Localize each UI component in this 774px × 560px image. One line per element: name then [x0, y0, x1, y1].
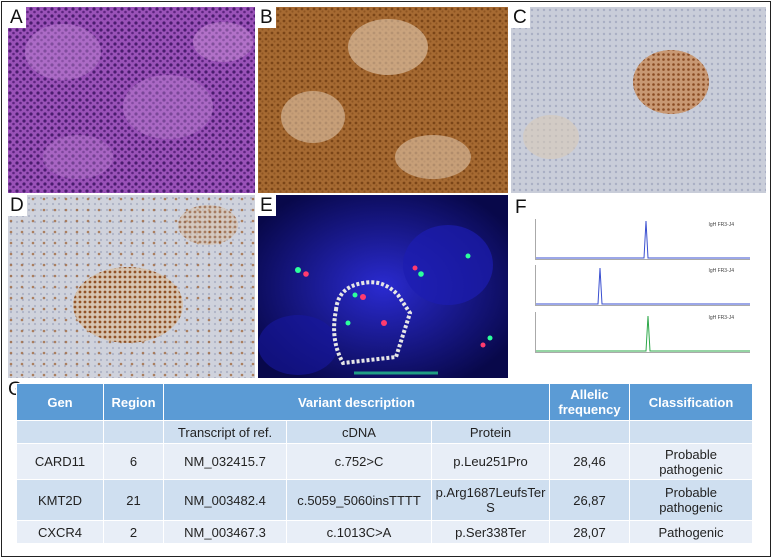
cell-region: 6	[103, 443, 164, 480]
subheader-empty-region	[103, 420, 164, 444]
header-region: Region	[103, 383, 164, 421]
cell-gen: KMT2D	[16, 479, 104, 521]
panel-d-ihc-stain: D	[8, 195, 255, 378]
variant-table-panel: Gen Region Variant description Allelic f…	[16, 383, 753, 544]
table-row: CARD11 6 NM_032415.7 c.752>C p.Leu251Pro…	[16, 443, 753, 480]
header-gen: Gen	[16, 383, 104, 421]
cell-cdna: c.5059_5060insTTTT	[286, 479, 432, 521]
panel-a-label: A	[8, 7, 26, 28]
fish-nuclei-image	[258, 195, 508, 378]
cell-protein: p.Arg1687LeufsTerS	[431, 479, 550, 521]
cell-cdna: c.1013C>A	[286, 520, 432, 544]
cell-transcript: NM_003482.4	[163, 479, 287, 521]
cell-protein: p.Leu251Pro	[431, 443, 550, 480]
table-header-row: Gen Region Variant description Allelic f…	[16, 383, 753, 421]
table-subheader-row: Transcript of ref. cDNA Protein	[16, 420, 753, 444]
trace-3-label: IgH FR3-J4	[708, 315, 734, 321]
panel-e-label: E	[258, 195, 276, 216]
header-classification: Classification	[629, 383, 753, 421]
panel-c-label: C	[511, 7, 530, 28]
subheader-empty-class	[629, 420, 753, 444]
table-row: CXCR4 2 NM_003467.3 c.1013C>A p.Ser338Te…	[16, 520, 753, 544]
panel-e-fish-image: E	[258, 195, 508, 378]
subheader-transcript: Transcript of ref.	[163, 420, 287, 444]
trace-2-label: IgH FR3-J4	[708, 268, 734, 274]
header-allelic-frequency: Allelic frequency	[549, 383, 630, 421]
cell-gen: CARD11	[16, 443, 104, 480]
trace-1: IgH FR3-J4	[535, 219, 750, 260]
trace-1-peak	[536, 220, 750, 259]
ihc-brown-image	[258, 7, 508, 193]
cell-classification: Probable pathogenic	[629, 443, 753, 480]
cell-region: 2	[103, 520, 164, 544]
cell-gen: CXCR4	[16, 520, 104, 544]
cell-allelic: 28,07	[549, 520, 630, 544]
subheader-empty-allelic	[549, 420, 630, 444]
cell-region: 21	[103, 479, 164, 521]
subheader-empty-gen	[16, 420, 104, 444]
cell-allelic: 26,87	[549, 479, 630, 521]
cell-classification: Probable pathogenic	[629, 479, 753, 521]
panel-c-ihc-stain: C	[511, 7, 766, 193]
cell-cdna: c.752>C	[286, 443, 432, 480]
cell-transcript: NM_032415.7	[163, 443, 287, 480]
ihc-sparse-image	[8, 195, 255, 378]
table-row: KMT2D 21 NM_003482.4 c.5059_5060insTTTT …	[16, 479, 753, 521]
panel-b-ihc-stain: B	[258, 7, 508, 193]
panel-f-clonality-traces: F IgH FR3-J4 IgH FR3-J4 IgH FR3-J4	[511, 195, 766, 378]
panel-f-label: F	[515, 197, 527, 218]
trace-3-peak	[536, 315, 750, 352]
subheader-protein: Protein	[431, 420, 550, 444]
panel-a-he-stain: A	[8, 7, 255, 193]
trace-3: IgH FR3-J4	[535, 312, 750, 353]
he-stain-image	[8, 7, 255, 193]
ihc-light-image	[511, 7, 766, 193]
cell-transcript: NM_003467.3	[163, 520, 287, 544]
panel-d-label: D	[8, 195, 27, 216]
cell-protein: p.Ser338Ter	[431, 520, 550, 544]
panel-b-label: B	[258, 7, 276, 28]
variant-table: Gen Region Variant description Allelic f…	[16, 383, 753, 544]
trace-1-label: IgH FR3-J4	[708, 222, 734, 228]
subheader-cdna: cDNA	[286, 420, 432, 444]
trace-2-peak	[536, 267, 750, 305]
cell-classification: Pathogenic	[629, 520, 753, 544]
trace-2: IgH FR3-J4	[535, 265, 750, 306]
cell-allelic: 28,46	[549, 443, 630, 480]
header-variant-description: Variant description	[163, 383, 550, 421]
